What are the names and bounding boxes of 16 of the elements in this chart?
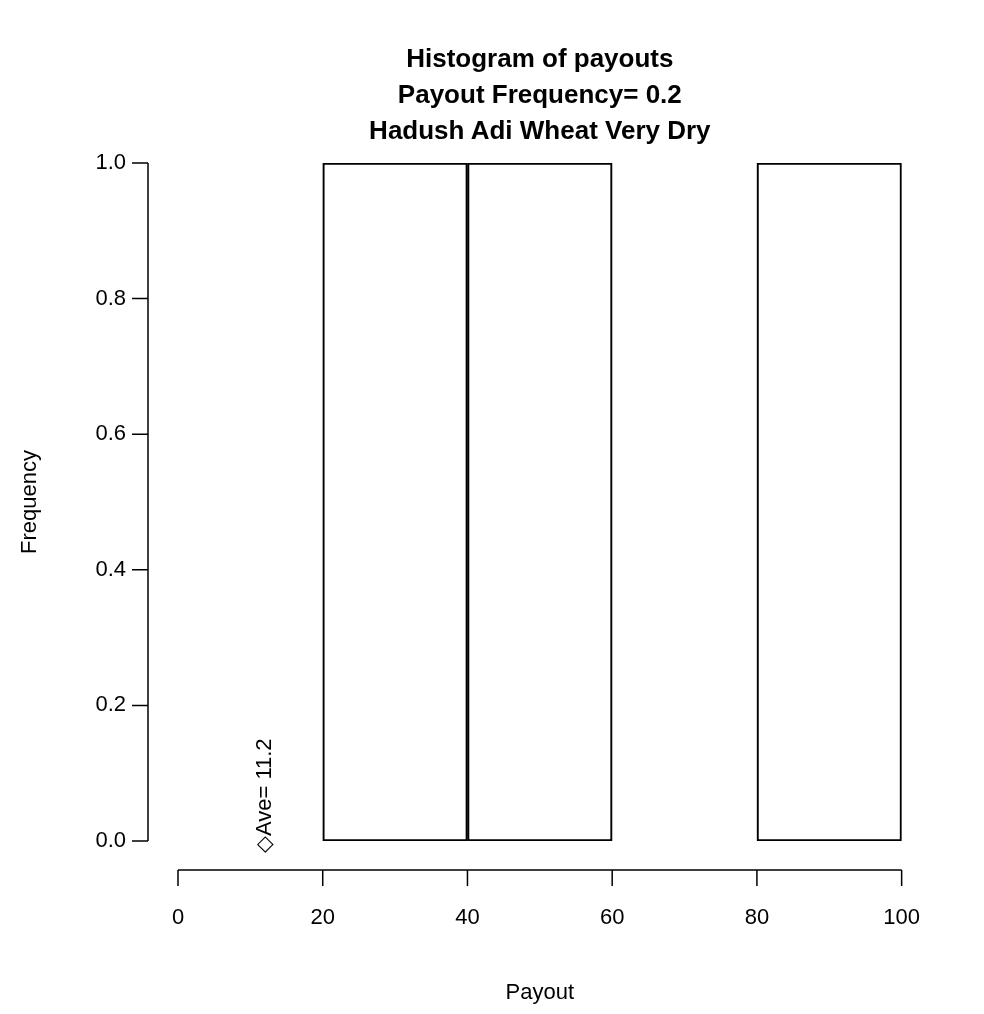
y-tick-label: 0.6: [95, 420, 126, 446]
x-tick-label: 60: [599, 904, 625, 930]
x-axis-title: Payout: [505, 979, 575, 1005]
chart-title: Histogram of payouts Payout Frequency= 0.2 Hadush Adi Wheat Very Dry: [369, 43, 712, 146]
y-tick-label: 0.2: [95, 691, 126, 717]
y-tick-label: 0.0: [95, 827, 126, 853]
x-tick-label: 0: [171, 904, 185, 930]
x-tick-label: 40: [455, 904, 480, 930]
y-tick-label: 0.4: [95, 555, 126, 581]
x-tick-label: 20: [310, 904, 335, 930]
annotation: ◇Ave= 11.2: [251, 738, 277, 853]
y-tick-label: 0.8: [95, 284, 126, 310]
x-tick-label: 100: [883, 904, 921, 930]
x-tick-label: 80: [744, 904, 770, 930]
y-tick-label: 1.0: [95, 149, 126, 175]
y-axis-title: Frequency: [16, 450, 42, 554]
